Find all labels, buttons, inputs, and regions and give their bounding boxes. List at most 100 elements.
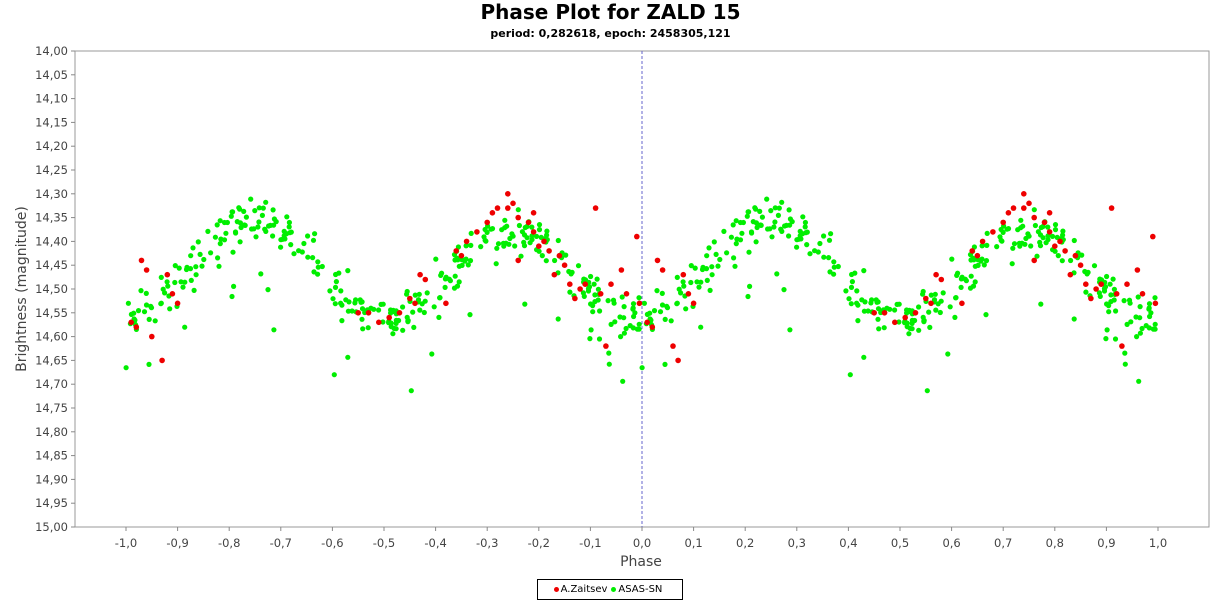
asas-sn-point xyxy=(1147,313,1153,320)
asas-sn-point xyxy=(146,316,152,322)
asas-sn-point xyxy=(596,336,603,342)
a-zaitsev-point xyxy=(1057,238,1063,245)
asas-sn-point xyxy=(404,291,410,297)
legend-marker-red xyxy=(553,587,559,592)
asas-sn-point xyxy=(1136,378,1142,384)
asas-sn-point xyxy=(772,205,778,211)
asas-sn-point xyxy=(967,285,974,291)
asas-sn-point xyxy=(182,324,188,330)
asas-sn-point xyxy=(972,279,978,285)
asas-sn-point xyxy=(654,288,660,294)
asas-sn-point xyxy=(536,222,543,228)
asas-sn-point xyxy=(555,237,561,244)
a-zaitsev-point xyxy=(1134,267,1141,273)
asas-sn-point xyxy=(621,330,628,336)
asas-sn-point xyxy=(971,257,977,263)
asas-sn-point xyxy=(233,230,239,236)
asas-sn-point xyxy=(436,314,442,320)
asas-sn-point xyxy=(954,272,960,278)
a-zaitsev-point xyxy=(515,257,521,264)
asas-sn-point xyxy=(828,231,834,237)
a-zaitsev-point xyxy=(902,314,908,321)
a-zaitsev-point xyxy=(881,310,888,316)
asas-sn-point xyxy=(916,304,922,310)
a-zaitsev-point xyxy=(1026,200,1032,207)
asas-sn-point xyxy=(933,307,939,313)
asas-sn-point xyxy=(241,208,247,214)
asas-sn-point xyxy=(197,251,203,257)
asas-sn-point xyxy=(1146,301,1153,307)
a-zaitsev-point xyxy=(592,205,599,211)
a-zaitsev-point xyxy=(515,214,521,221)
asas-sn-point xyxy=(296,248,302,254)
asas-sn-point xyxy=(704,253,710,259)
a-zaitsev-point xyxy=(1152,300,1159,307)
a-zaitsev-point xyxy=(1046,229,1053,235)
asas-sn-point xyxy=(1124,321,1130,327)
asas-sn-point xyxy=(214,222,220,228)
asas-sn-point xyxy=(752,205,758,211)
asas-sn-point xyxy=(855,318,861,324)
asas-sn-point xyxy=(575,263,582,269)
asas-sn-point xyxy=(412,292,418,298)
asas-sn-point xyxy=(193,264,199,270)
asas-sn-point xyxy=(1091,263,1098,269)
asas-sn-point xyxy=(711,239,717,245)
asas-sn-point xyxy=(787,327,793,333)
a-zaitsev-point xyxy=(1088,295,1094,302)
asas-sn-point xyxy=(772,219,778,225)
a-zaitsev-point xyxy=(1108,205,1115,211)
asas-sn-point xyxy=(947,304,953,310)
x-tick-label: 0,7 xyxy=(994,536,1012,550)
a-zaitsev-point xyxy=(138,257,145,264)
asas-sn-point xyxy=(452,273,458,279)
a-zaitsev-point xyxy=(159,357,165,364)
asas-sn-point xyxy=(592,299,598,305)
asas-sn-point xyxy=(831,264,837,270)
a-zaitsev-point xyxy=(1031,214,1037,221)
asas-sn-point xyxy=(659,302,666,308)
asas-sn-point xyxy=(1054,234,1060,240)
asas-sn-point xyxy=(588,327,594,333)
asas-sn-point xyxy=(949,256,955,262)
asas-sn-point xyxy=(332,301,338,307)
asas-sn-point xyxy=(345,268,351,274)
asas-sn-point xyxy=(1009,261,1015,267)
asas-sn-point xyxy=(854,300,860,306)
a-zaitsev-point xyxy=(1113,291,1120,297)
asas-sn-point xyxy=(937,309,943,316)
asas-sn-point xyxy=(311,269,317,275)
asas-sn-point xyxy=(494,245,500,251)
asas-sn-point xyxy=(148,303,154,309)
a-zaitsev-point xyxy=(597,291,604,297)
asas-sn-point xyxy=(968,273,974,279)
asas-sn-point xyxy=(310,237,317,243)
asas-sn-point xyxy=(459,262,465,268)
asas-sn-point xyxy=(390,331,396,337)
asas-sn-point xyxy=(255,224,261,230)
a-zaitsev-point xyxy=(458,252,465,259)
asas-sn-point xyxy=(978,258,984,264)
asas-sn-point xyxy=(664,303,670,309)
asas-sn-point xyxy=(848,284,855,290)
asas-sn-point xyxy=(1031,207,1037,213)
y-tick-label: 14,55 xyxy=(35,306,68,320)
asas-sn-point xyxy=(706,245,712,251)
asas-sn-point xyxy=(183,266,190,273)
x-tick-label: -0,2 xyxy=(528,536,550,550)
x-tick-label: 0,8 xyxy=(1046,536,1064,550)
y-tick-label: 14,05 xyxy=(35,68,68,82)
asas-sn-point xyxy=(312,231,318,237)
a-zaitsev-point xyxy=(525,219,532,226)
asas-sn-point xyxy=(767,226,773,232)
asas-sn-point xyxy=(704,277,710,283)
asas-sn-point xyxy=(411,324,417,330)
asas-sn-point xyxy=(688,279,694,286)
asas-sn-point xyxy=(1082,268,1088,275)
asas-sn-point xyxy=(786,207,792,213)
asas-sn-point xyxy=(698,324,704,330)
asas-sn-point xyxy=(875,306,882,312)
asas-sn-point xyxy=(158,300,164,306)
asas-sn-point xyxy=(217,218,223,224)
a-zaitsev-point xyxy=(128,319,134,326)
